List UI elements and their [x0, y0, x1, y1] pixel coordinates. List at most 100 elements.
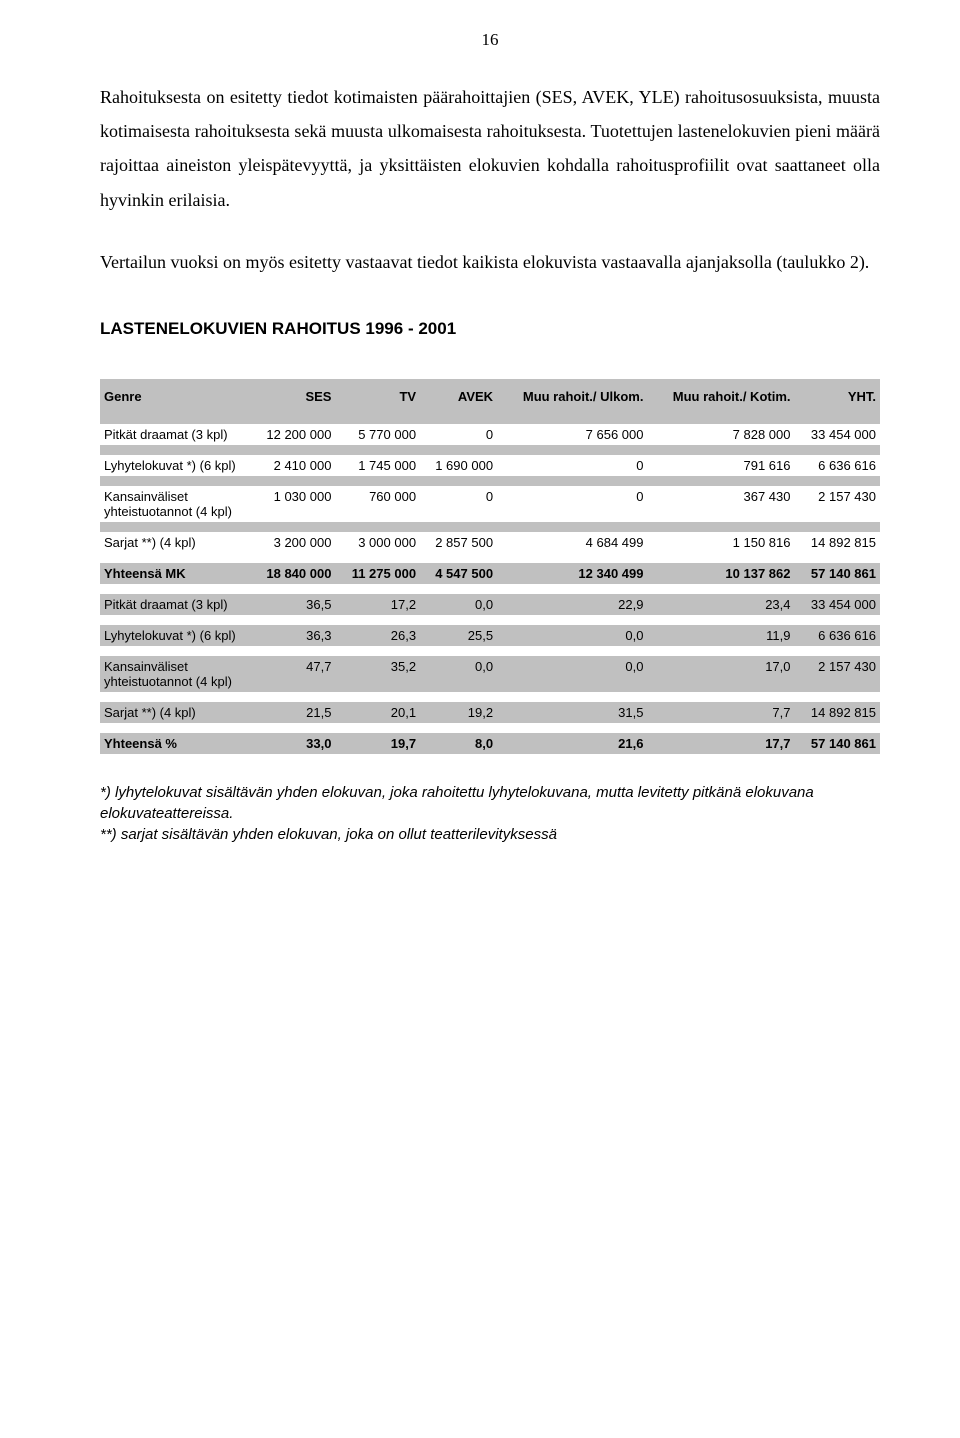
cell: 8,0 — [420, 733, 497, 754]
cell: 11,9 — [647, 625, 794, 646]
cell: 1 690 000 — [420, 455, 497, 476]
cell: 11 275 000 — [335, 563, 420, 584]
cell: 47,7 — [250, 656, 335, 692]
spacer — [100, 692, 880, 702]
cell: 6 636 616 — [795, 625, 881, 646]
cell: 791 616 — [647, 455, 794, 476]
spacer — [100, 615, 880, 625]
cell: 1 745 000 — [335, 455, 420, 476]
table-total-row: Yhteensä MK 18 840 000 11 275 000 4 547 … — [100, 563, 880, 584]
table-row: Sarjat **) (4 kpl) 3 200 000 3 000 000 2… — [100, 532, 880, 553]
row-label: Pitkät draamat (3 kpl) — [100, 424, 250, 445]
cell: 1 030 000 — [250, 486, 335, 522]
row-label: Lyhytelokuvat *) (6 kpl) — [100, 625, 250, 646]
table-row: Sarjat **) (4 kpl) 21,5 20,1 19,2 31,5 7… — [100, 702, 880, 723]
col-yht: YHT. — [795, 379, 881, 414]
spacer — [100, 522, 880, 532]
cell: 19,7 — [335, 733, 420, 754]
cell: 6 636 616 — [795, 455, 881, 476]
footnote-1: *) lyhytelokuvat sisältävän yhden elokuv… — [100, 782, 880, 824]
cell: 23,4 — [647, 594, 794, 615]
cell: 7,7 — [647, 702, 794, 723]
page-number: 16 — [100, 30, 880, 50]
cell: 19,2 — [420, 702, 497, 723]
row-label: Yhteensä % — [100, 733, 250, 754]
cell: 0 — [420, 486, 497, 522]
cell: 0 — [420, 424, 497, 445]
cell: 7 656 000 — [497, 424, 647, 445]
cell: 31,5 — [497, 702, 647, 723]
cell: 17,2 — [335, 594, 420, 615]
col-ses: SES — [250, 379, 335, 414]
cell: 33 454 000 — [795, 424, 881, 445]
cell: 4 547 500 — [420, 563, 497, 584]
cell: 21,6 — [497, 733, 647, 754]
cell: 0 — [497, 455, 647, 476]
table-total-row: Yhteensä % 33,0 19,7 8,0 21,6 17,7 57 14… — [100, 733, 880, 754]
footnote-2: **) sarjat sisältävän yhden elokuvan, jo… — [100, 824, 880, 845]
cell: 36,3 — [250, 625, 335, 646]
cell: 25,5 — [420, 625, 497, 646]
cell: 0 — [497, 486, 647, 522]
cell: 1 150 816 — [647, 532, 794, 553]
row-label: Kansainväliset yhteistuotannot (4 kpl) — [100, 486, 250, 522]
spacer — [100, 646, 880, 656]
cell: 760 000 — [335, 486, 420, 522]
spacer — [100, 414, 880, 424]
spacer — [100, 445, 880, 455]
cell: 0,0 — [497, 656, 647, 692]
spacer — [100, 584, 880, 594]
table-row: Kansainväliset yhteistuotannot (4 kpl) 4… — [100, 656, 880, 692]
cell: 35,2 — [335, 656, 420, 692]
footnotes: *) lyhytelokuvat sisältävän yhden elokuv… — [100, 782, 880, 845]
spacer — [100, 476, 880, 486]
row-label: Sarjat **) (4 kpl) — [100, 702, 250, 723]
cell: 5 770 000 — [335, 424, 420, 445]
cell: 57 140 861 — [795, 733, 881, 754]
table-title: LASTENELOKUVIEN RAHOITUS 1996 - 2001 — [100, 319, 880, 339]
cell: 3 200 000 — [250, 532, 335, 553]
table-row: Kansainväliset yhteistuotannot (4 kpl) 1… — [100, 486, 880, 522]
paragraph-2: Vertailun vuoksi on myös esitetty vastaa… — [100, 245, 880, 279]
spacer — [100, 723, 880, 733]
cell: 7 828 000 — [647, 424, 794, 445]
table-row: Pitkät draamat (3 kpl) 12 200 000 5 770 … — [100, 424, 880, 445]
cell: 36,5 — [250, 594, 335, 615]
row-label: Pitkät draamat (3 kpl) — [100, 594, 250, 615]
col-avek: AVEK — [420, 379, 497, 414]
col-muu-kotim: Muu rahoit./ Kotim. — [647, 379, 794, 414]
cell: 367 430 — [647, 486, 794, 522]
paragraph-1: Rahoituksesta on esitetty tiedot kotimai… — [100, 80, 880, 217]
cell: 57 140 861 — [795, 563, 881, 584]
row-label: Sarjat **) (4 kpl) — [100, 532, 250, 553]
cell: 21,5 — [250, 702, 335, 723]
cell: 14 892 815 — [795, 702, 881, 723]
cell: 2 157 430 — [795, 656, 881, 692]
cell: 2 857 500 — [420, 532, 497, 553]
cell: 33 454 000 — [795, 594, 881, 615]
cell: 12 340 499 — [497, 563, 647, 584]
cell: 0,0 — [420, 594, 497, 615]
table-row: Lyhytelokuvat *) (6 kpl) 36,3 26,3 25,5 … — [100, 625, 880, 646]
row-label: Lyhytelokuvat *) (6 kpl) — [100, 455, 250, 476]
col-tv: TV — [335, 379, 420, 414]
cell: 3 000 000 — [335, 532, 420, 553]
cell: 14 892 815 — [795, 532, 881, 553]
table-row: Pitkät draamat (3 kpl) 36,5 17,2 0,0 22,… — [100, 594, 880, 615]
cell: 2 157 430 — [795, 486, 881, 522]
financing-table: Genre SES TV AVEK Muu rahoit./ Ulkom. Mu… — [100, 379, 880, 754]
cell: 12 200 000 — [250, 424, 335, 445]
cell: 10 137 862 — [647, 563, 794, 584]
col-genre: Genre — [100, 379, 250, 414]
cell: 17,0 — [647, 656, 794, 692]
row-label: Yhteensä MK — [100, 563, 250, 584]
col-muu-ulkom: Muu rahoit./ Ulkom. — [497, 379, 647, 414]
cell: 18 840 000 — [250, 563, 335, 584]
cell: 33,0 — [250, 733, 335, 754]
cell: 0,0 — [420, 656, 497, 692]
cell: 22,9 — [497, 594, 647, 615]
cell: 0,0 — [497, 625, 647, 646]
cell: 17,7 — [647, 733, 794, 754]
cell: 26,3 — [335, 625, 420, 646]
table-header-row: Genre SES TV AVEK Muu rahoit./ Ulkom. Mu… — [100, 379, 880, 414]
